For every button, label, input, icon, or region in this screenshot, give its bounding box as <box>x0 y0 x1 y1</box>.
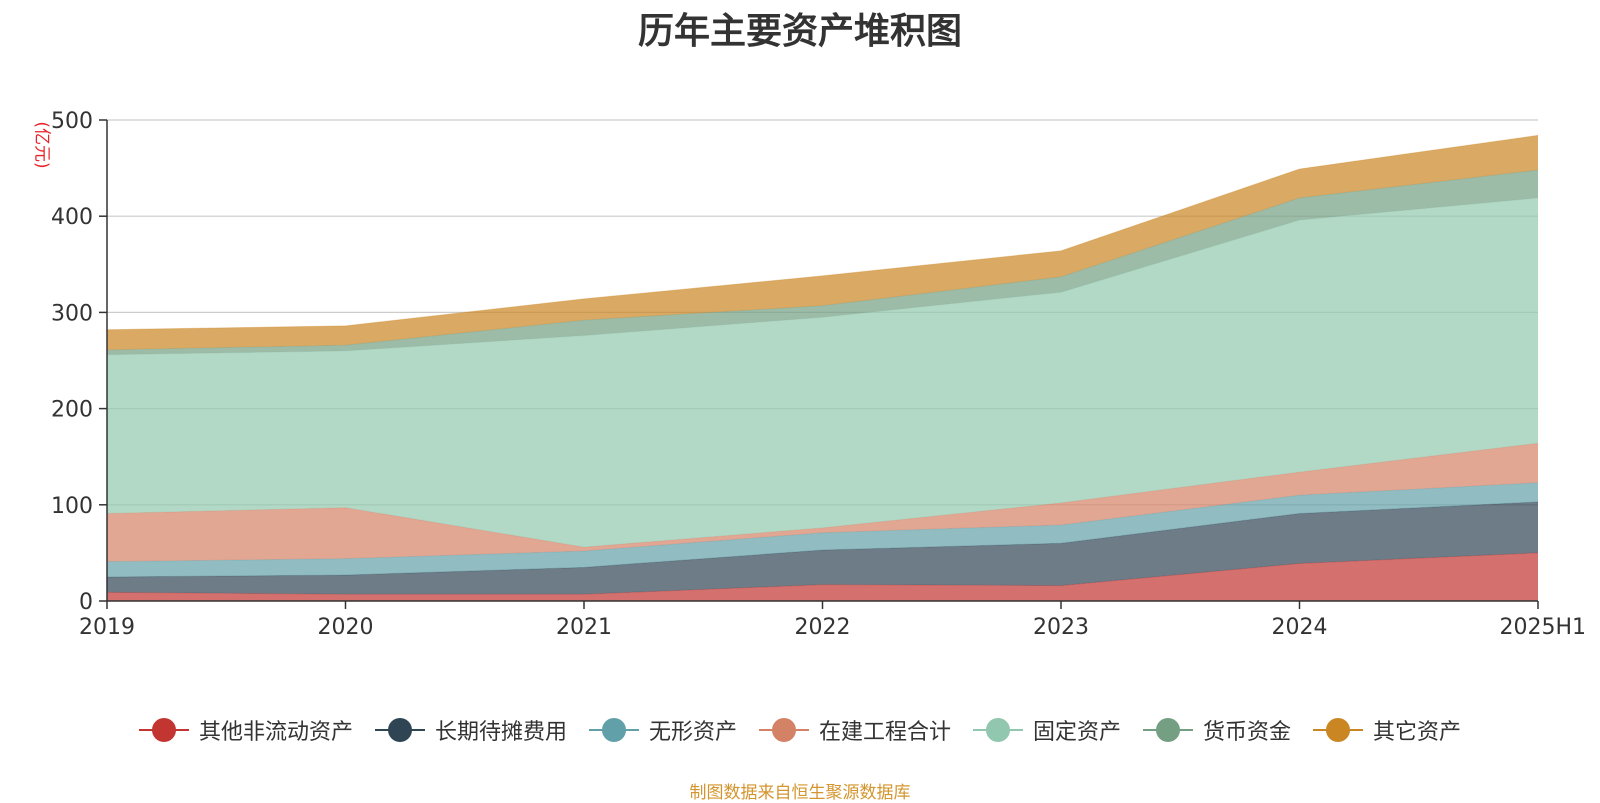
y-tick-label: 500 <box>51 109 93 134</box>
area-series-无形资产 <box>107 482 1538 577</box>
legend-item[interactable]: 在建工程合计 <box>758 714 951 746</box>
legend-marker-icon <box>374 717 425 743</box>
x-tick-label: 2021 <box>556 615 612 640</box>
legend-marker-icon <box>1313 717 1364 743</box>
y-tick-label: 300 <box>51 301 93 326</box>
legend-marker-icon <box>1143 717 1194 743</box>
legend-marker-icon <box>588 717 639 743</box>
legend-label: 其它资产 <box>1373 720 1462 745</box>
legend-label: 长期待摊费用 <box>434 720 567 745</box>
legend: 其他非流动资产 长期待摊费用 无形资产 在建工程合计 固定资产 货币资金 其它资产 <box>0 714 1600 746</box>
legend-label: 无形资产 <box>648 720 737 745</box>
x-tick-label: 2019 <box>79 615 135 640</box>
legend-item[interactable]: 货币资金 <box>1143 714 1291 746</box>
area-series-货币资金 <box>107 170 1538 355</box>
data-source-note: 制图数据来自恒生聚源数据库 <box>689 783 911 803</box>
legend-item[interactable]: 其它资产 <box>1313 714 1461 746</box>
legend-label: 货币资金 <box>1203 720 1292 745</box>
x-tick-label: 2024 <box>1272 615 1328 640</box>
legend-label: 固定资产 <box>1033 720 1122 745</box>
chart-title: 历年主要资产堆积图 <box>637 11 962 52</box>
axes: 0 100 200 300 400 500 2019 2020 2021 2022 2023 2024… <box>51 109 1586 640</box>
legend-marker-icon <box>138 717 189 743</box>
x-tick-label: 2022 <box>795 615 851 640</box>
x-tick-label: 2025H1 <box>1499 615 1586 640</box>
legend-item[interactable]: 长期待摊费用 <box>374 714 567 746</box>
legend-item[interactable]: 其他非流动资产 <box>138 714 353 746</box>
legend-item[interactable]: 固定资产 <box>973 714 1121 746</box>
legend-marker-icon <box>973 717 1023 743</box>
area-series-在建工程合计 <box>107 443 1538 562</box>
y-axis-unit-label: (亿元) <box>31 121 52 169</box>
legend-label: 在建工程合计 <box>818 720 951 745</box>
y-tick-label: 200 <box>51 398 93 423</box>
y-tick-label: 400 <box>51 205 93 230</box>
x-tick-label: 2020 <box>318 615 374 640</box>
legend-item[interactable]: 无形资产 <box>588 714 737 746</box>
area-series-其它资产 <box>107 135 1538 350</box>
legend-label: 其他非流动资产 <box>198 720 353 745</box>
area-series-长期待摊费用 <box>107 501 1538 595</box>
x-tick-label: 2023 <box>1033 615 1089 640</box>
area-series-其他非流动资产 <box>107 552 1538 601</box>
area-series-固定资产 <box>107 197 1538 548</box>
y-tick-label: 0 <box>79 590 93 615</box>
area-series <box>106 134 1539 601</box>
area-edge-其它资产 <box>106 134 1539 331</box>
y-tick-label: 100 <box>51 494 93 519</box>
legend-marker-icon <box>758 717 809 743</box>
